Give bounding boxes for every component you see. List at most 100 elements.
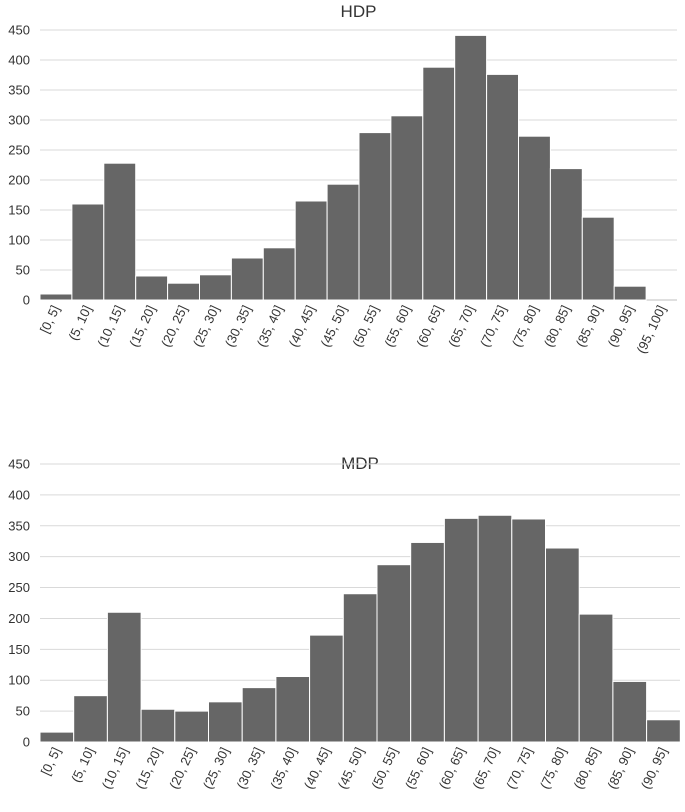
hdp-y-tick-label: 400 bbox=[8, 53, 30, 68]
hdp-x-tick-label: (55, 60] bbox=[381, 303, 413, 349]
hdp-bar bbox=[358, 132, 392, 301]
hdp-x-tick-label: (45, 50] bbox=[318, 303, 350, 349]
hdp-y-tick-label: 250 bbox=[8, 143, 30, 158]
mdp-bar bbox=[140, 708, 176, 743]
mdp-x-tick-label: (90, 95] bbox=[638, 745, 670, 791]
hdp-bar bbox=[518, 135, 551, 301]
mdp-bar bbox=[106, 611, 142, 743]
mdp-x-tick-label: (40, 45] bbox=[301, 745, 333, 791]
mdp-x-tick-label: (10, 15] bbox=[99, 745, 131, 791]
mdp-bar bbox=[309, 634, 344, 743]
hdp-x-tick-label: (20, 25] bbox=[158, 303, 190, 349]
mdp-x-tick-label: (5, 10] bbox=[68, 745, 97, 785]
hdp-x-tick-label: (90, 95] bbox=[605, 303, 637, 349]
mdp-x-tick-label: (30, 35] bbox=[234, 745, 266, 791]
hdp-x-tick-label: (30, 35] bbox=[222, 303, 254, 349]
hdp-x-tick-label: (25, 30] bbox=[190, 303, 222, 349]
mdp-x-tick-label: (50, 55] bbox=[368, 745, 400, 791]
hdp-bar bbox=[294, 200, 328, 301]
hdp-x-tick-label: (80, 85] bbox=[541, 303, 573, 349]
hdp-bar bbox=[103, 162, 137, 301]
hdp-x-tick-label: (75, 80] bbox=[509, 303, 541, 349]
mdp-bar bbox=[646, 719, 681, 743]
hdp-y-tick-label: 100 bbox=[8, 233, 30, 248]
hdp-bar bbox=[230, 257, 264, 301]
hdp-bar bbox=[454, 34, 488, 301]
mdp-y-tick-label: 100 bbox=[8, 673, 30, 688]
hdp-x-tick-label: (65, 70] bbox=[445, 303, 477, 349]
hdp-x-tick-label: (40, 45] bbox=[286, 303, 318, 349]
hdp-y-tick-label: 450 bbox=[8, 23, 30, 38]
hdp-x-tick-label: (50, 55] bbox=[349, 303, 381, 349]
hdp-bar bbox=[135, 275, 169, 301]
hdp-x-tick-label: (15, 20] bbox=[126, 303, 158, 349]
mdp-y-tick-label: 0 bbox=[23, 735, 30, 750]
hdp-x-tick-label: (10, 15] bbox=[94, 303, 126, 349]
hdp-bar bbox=[39, 293, 73, 301]
hdp-bar bbox=[71, 203, 105, 301]
hdp-x-tick-label: [0, 5] bbox=[37, 303, 63, 336]
hdp-bar bbox=[581, 216, 615, 301]
mdp-y-tick-label: 400 bbox=[8, 487, 30, 502]
mdp-bar bbox=[208, 701, 243, 743]
hdp-x-tick-label: (5, 10] bbox=[65, 303, 94, 343]
hdp-x-tick-label: (35, 40] bbox=[254, 303, 286, 349]
mdp-x-tick-label: (75, 80] bbox=[537, 745, 569, 791]
mdp-x-tick-label: (15, 20] bbox=[132, 745, 164, 791]
mdp-x-tick-label: (60, 65] bbox=[436, 745, 468, 791]
mdp-x-tick-label: (80, 85] bbox=[571, 745, 603, 791]
hdp-bar bbox=[422, 66, 456, 301]
mdp-x-tick-label: (20, 25] bbox=[166, 745, 198, 791]
mdp-bar bbox=[376, 564, 412, 743]
hdp-y-tick-label: 350 bbox=[8, 83, 30, 98]
hdp-y-tick-label: 150 bbox=[8, 203, 30, 218]
mdp-bar bbox=[578, 613, 614, 743]
mdp-bar bbox=[612, 680, 648, 743]
mdp-x-tick-label: (45, 50] bbox=[335, 745, 367, 791]
hdp-y-tick-label: 200 bbox=[8, 173, 30, 188]
mdp-y-tick-label: 300 bbox=[8, 549, 30, 564]
hdp-x-tick-label: (60, 65] bbox=[413, 303, 445, 349]
mdp-x-tick-label: (65, 70] bbox=[469, 745, 501, 791]
mdp-bar bbox=[73, 695, 108, 743]
hdp-chart-title: HDP bbox=[341, 2, 377, 21]
mdp-y-tick-label: 250 bbox=[8, 580, 30, 595]
mdp-bar bbox=[241, 687, 277, 743]
hdp-y-tick-label: 300 bbox=[8, 113, 30, 128]
mdp-bar bbox=[545, 547, 580, 743]
mdp-bar bbox=[174, 710, 210, 743]
hdp-bar bbox=[199, 274, 232, 301]
hdp-bar bbox=[167, 282, 201, 301]
hdp-bar bbox=[486, 73, 520, 301]
mdp-y-tick-label: 450 bbox=[8, 457, 30, 472]
mdp-x-tick-label: (70, 75] bbox=[503, 745, 535, 791]
mdp-bar bbox=[443, 517, 479, 743]
hdp-bar bbox=[262, 247, 296, 301]
mdp-y-tick-label: 50 bbox=[16, 704, 30, 719]
mdp-y-tick-label: 150 bbox=[8, 642, 30, 657]
mdp-x-tick-label: (35, 40] bbox=[267, 745, 299, 791]
mdp-bar bbox=[275, 676, 311, 743]
hdp-y-tick-label: 50 bbox=[16, 263, 30, 278]
mdp-bar bbox=[342, 593, 378, 743]
mdp-y-tick-label: 350 bbox=[8, 518, 30, 533]
mdp-bar bbox=[39, 731, 75, 743]
mdp-bar bbox=[511, 518, 546, 743]
mdp-bar bbox=[477, 514, 513, 743]
mdp-y-tick-label: 200 bbox=[8, 611, 30, 626]
mdp-x-tick-label: [0, 5] bbox=[38, 745, 64, 778]
hdp-bar bbox=[613, 285, 647, 301]
mdp-x-tick-label: (25, 30] bbox=[200, 745, 232, 791]
hdp-x-tick-label: (95, 100] bbox=[633, 303, 668, 356]
hdp-bar bbox=[390, 115, 424, 301]
hdp-y-tick-label: 0 bbox=[23, 293, 30, 308]
mdp-x-tick-label: (55, 60] bbox=[402, 745, 434, 791]
hdp-x-tick-label: (85, 90] bbox=[573, 303, 605, 349]
hdp-bar bbox=[549, 168, 583, 301]
mdp-bar bbox=[410, 541, 445, 743]
hdp-x-tick-label: (70, 75] bbox=[477, 303, 509, 349]
hdp-histogram: HDP 0 50 100 150 200 250 300 350 400 450 [0, 5] (5, … bbox=[8, 2, 677, 356]
hdp-bar bbox=[326, 183, 360, 301]
